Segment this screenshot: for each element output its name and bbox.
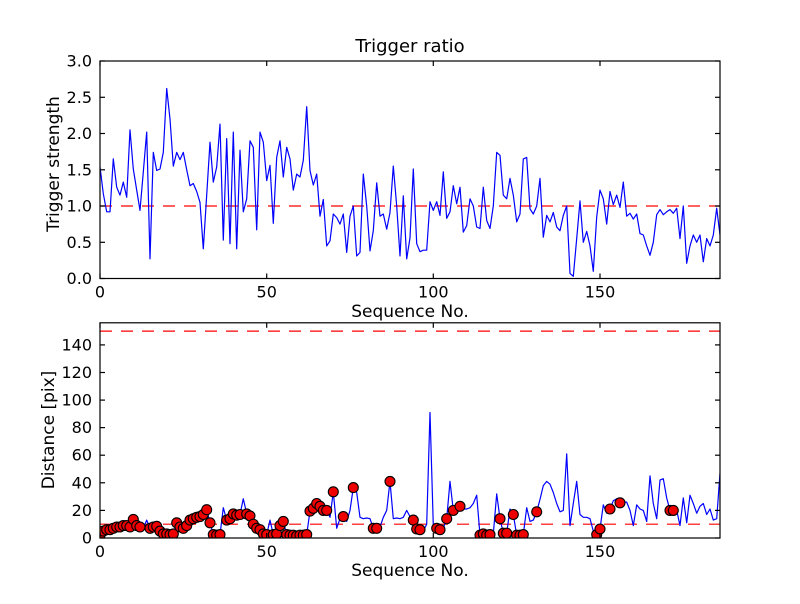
x-tick-label: 150 bbox=[585, 283, 616, 302]
y-tick-label: 0.0 bbox=[67, 269, 92, 288]
bottom-y-axis-label: Distance [pix] bbox=[39, 370, 59, 490]
bottom-x-axis-label: Sequence No. bbox=[351, 561, 469, 581]
x-tick-label: 100 bbox=[418, 283, 449, 302]
x-tick-label: 100 bbox=[418, 542, 449, 561]
axes-box bbox=[99, 60, 721, 280]
data-marker bbox=[454, 500, 466, 512]
y-tick-label: 60 bbox=[72, 446, 92, 465]
data-marker bbox=[371, 522, 383, 534]
data-marker bbox=[434, 524, 446, 536]
y-tick-label: 100 bbox=[61, 391, 92, 410]
data-marker bbox=[604, 503, 616, 515]
data-marker bbox=[327, 486, 339, 498]
y-tick-label: 2.5 bbox=[67, 88, 92, 107]
data-marker bbox=[347, 482, 359, 494]
y-tick-label: 40 bbox=[72, 473, 92, 492]
data-marker bbox=[494, 513, 506, 525]
y-tick-label: 80 bbox=[72, 418, 92, 437]
data-marker bbox=[301, 529, 313, 538]
distance-series bbox=[100, 411, 720, 538]
y-tick-label: 20 bbox=[72, 501, 92, 520]
trigger-ratio-line bbox=[100, 87, 720, 277]
data-marker bbox=[501, 527, 513, 538]
data-marker bbox=[507, 508, 519, 521]
trigger-ratio-series bbox=[100, 87, 720, 277]
x-tick-label: 50 bbox=[257, 542, 277, 561]
data-marker bbox=[321, 504, 333, 516]
y-tick-label: 140 bbox=[61, 335, 92, 354]
y-tick-label: 2.0 bbox=[67, 124, 92, 143]
data-marker bbox=[667, 504, 679, 516]
y-tick-label: 0 bbox=[82, 529, 92, 548]
data-marker bbox=[134, 521, 146, 533]
distance-plot: 0 50 100 150 0 20 40 60 80 100 120 140 bbox=[61, 322, 721, 561]
top-x-axis-label: Sequence No. bbox=[351, 302, 469, 322]
data-marker bbox=[531, 506, 543, 518]
axes-box bbox=[99, 322, 721, 539]
data-marker bbox=[441, 513, 453, 525]
data-marker bbox=[337, 511, 349, 523]
data-marker bbox=[517, 529, 529, 538]
trigger-ratio-plot: 0 50 100 150 0.0 0.5 1.0 1.5 2.0 2.5 3.0 bbox=[67, 52, 721, 302]
y-tick-label: 1.5 bbox=[67, 160, 92, 179]
data-marker bbox=[201, 504, 213, 516]
x-tick-label: 50 bbox=[257, 283, 277, 302]
x-tick-label: 0 bbox=[95, 283, 105, 302]
data-marker bbox=[484, 529, 496, 538]
y-tick-label: 3.0 bbox=[67, 52, 92, 71]
plot-title: Trigger ratio bbox=[355, 36, 465, 57]
y-tick-label: 0.5 bbox=[67, 233, 92, 252]
data-marker bbox=[204, 517, 216, 529]
x-tick-label: 150 bbox=[585, 542, 616, 561]
y-tick-label: 1.0 bbox=[67, 197, 92, 216]
data-marker bbox=[384, 475, 396, 487]
data-marker bbox=[414, 524, 426, 536]
top-y-axis-label: Trigger strength bbox=[44, 96, 64, 232]
y-tick-label: 120 bbox=[61, 363, 92, 382]
data-marker bbox=[594, 523, 606, 535]
data-marker bbox=[167, 528, 179, 538]
data-marker bbox=[614, 497, 626, 509]
data-marker bbox=[277, 515, 289, 527]
data-marker bbox=[214, 529, 226, 538]
x-tick-label: 0 bbox=[95, 542, 105, 561]
